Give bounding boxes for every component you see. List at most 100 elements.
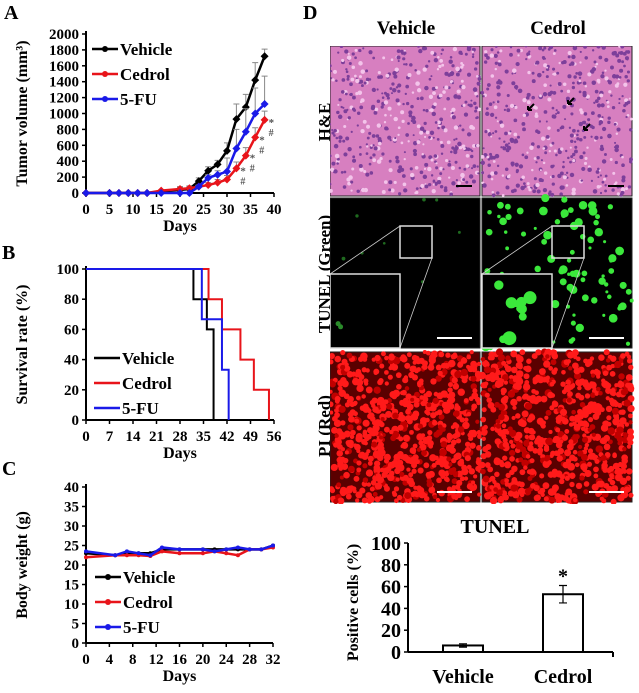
cell-nucleus	[455, 66, 460, 72]
pi-nucleus	[343, 430, 351, 438]
pi-nucleus	[551, 400, 559, 408]
pi-nucleus	[626, 358, 633, 364]
pi-nucleus	[367, 460, 373, 466]
pi-nucleus	[515, 354, 521, 360]
cell-nucleus	[552, 52, 556, 56]
pi-nucleus	[528, 413, 536, 421]
pi-nucleus	[435, 497, 441, 503]
cell-nucleus	[583, 161, 588, 166]
pi-nucleus	[618, 373, 625, 380]
pi-nucleus	[362, 431, 368, 436]
pi-nucleus	[454, 383, 459, 388]
pi-nucleus	[511, 477, 518, 483]
tunel-positive-cell	[541, 238, 548, 245]
pi-nucleus	[454, 405, 461, 412]
pi-nucleus	[616, 426, 624, 434]
cell-nucleus	[597, 176, 600, 179]
tunel-positive-cell	[629, 298, 634, 303]
pi-nucleus	[348, 465, 355, 473]
pi-nucleus	[601, 462, 608, 469]
pi-nucleus	[349, 434, 355, 440]
data-point	[204, 166, 213, 175]
cell-nucleus	[393, 116, 398, 122]
cell-nucleus	[561, 165, 565, 169]
cell-nucleus	[581, 120, 586, 125]
cell-nucleus	[490, 74, 495, 78]
pi-nucleus	[395, 477, 400, 482]
pi-nucleus	[402, 434, 410, 442]
inset-cell	[338, 324, 344, 330]
cell-nucleus	[494, 116, 498, 119]
pi-nucleus	[427, 364, 435, 371]
cell-nucleus	[331, 131, 335, 135]
cell-nucleus	[522, 127, 526, 132]
cell-nucleus	[621, 163, 625, 168]
pi-nucleus	[540, 423, 546, 429]
pi-nucleus	[512, 377, 519, 383]
cell-nucleus	[382, 56, 386, 60]
data-point	[177, 547, 182, 552]
cell-nucleus	[552, 73, 555, 76]
pi-nucleus	[452, 353, 458, 359]
pi-nucleus	[466, 411, 472, 417]
pi-nucleus	[530, 394, 536, 400]
cell-nucleus	[601, 71, 605, 74]
cell-nucleus	[351, 107, 356, 111]
pi-nucleus	[487, 491, 493, 497]
pi-nucleus	[443, 476, 450, 482]
cell-nucleus	[344, 92, 348, 96]
pi-nucleus	[500, 387, 507, 394]
pi-nucleus	[545, 409, 552, 416]
pi-nucleus	[455, 438, 462, 444]
pi-nucleus	[577, 408, 583, 415]
pi-nucleus	[401, 454, 409, 462]
cell-nucleus	[450, 110, 453, 113]
cell-nucleus	[373, 110, 378, 115]
pi-nucleus	[609, 371, 616, 377]
data-point	[105, 189, 114, 197]
cell-nucleus	[349, 93, 352, 96]
cell-nucleus	[534, 114, 539, 118]
cell-nucleus	[600, 103, 605, 108]
pi-nucleus	[547, 488, 556, 496]
cell-nucleus	[597, 113, 602, 118]
pi-nucleus	[523, 382, 529, 389]
cell-nucleus	[600, 74, 605, 79]
x-axis-label: Days	[163, 668, 197, 685]
pi-nucleus	[435, 364, 442, 371]
cell-nucleus	[544, 151, 548, 155]
cell-nucleus	[567, 156, 570, 160]
pi-nucleus	[610, 388, 616, 394]
cell-nucleus	[409, 172, 415, 178]
cell-nucleus	[553, 49, 557, 52]
cell-nucleus	[447, 86, 451, 90]
cell-nucleus	[515, 87, 518, 90]
tunel-positive-cell	[581, 294, 589, 302]
pi-nucleus	[620, 353, 626, 359]
x-tick-label: 40	[267, 202, 282, 218]
pi-nucleus	[400, 354, 407, 360]
cell-nucleus	[365, 152, 369, 155]
cell-nucleus	[517, 88, 523, 94]
cell-nucleus	[463, 112, 469, 117]
pi-nucleus	[387, 473, 395, 482]
cell-nucleus	[350, 180, 354, 184]
pi-nucleus	[366, 498, 373, 504]
pi-nucleus	[579, 401, 586, 408]
pi-nucleus	[550, 359, 557, 366]
data-point	[84, 549, 88, 554]
pi-nucleus	[509, 456, 515, 462]
cell-nucleus	[509, 46, 513, 49]
pi-nucleus	[540, 492, 545, 498]
data-point	[177, 551, 182, 556]
pi-nucleus	[497, 380, 504, 387]
pi-nucleus	[345, 493, 352, 500]
pi-nucleus	[413, 355, 420, 362]
tunel-positive-cell	[538, 206, 548, 216]
pi-nucleus	[524, 402, 533, 410]
cell-nucleus	[536, 130, 541, 135]
cell-nucleus	[451, 115, 456, 120]
cell-nucleus	[442, 168, 445, 171]
cell-nucleus	[441, 48, 445, 52]
pi-nucleus	[493, 457, 502, 466]
